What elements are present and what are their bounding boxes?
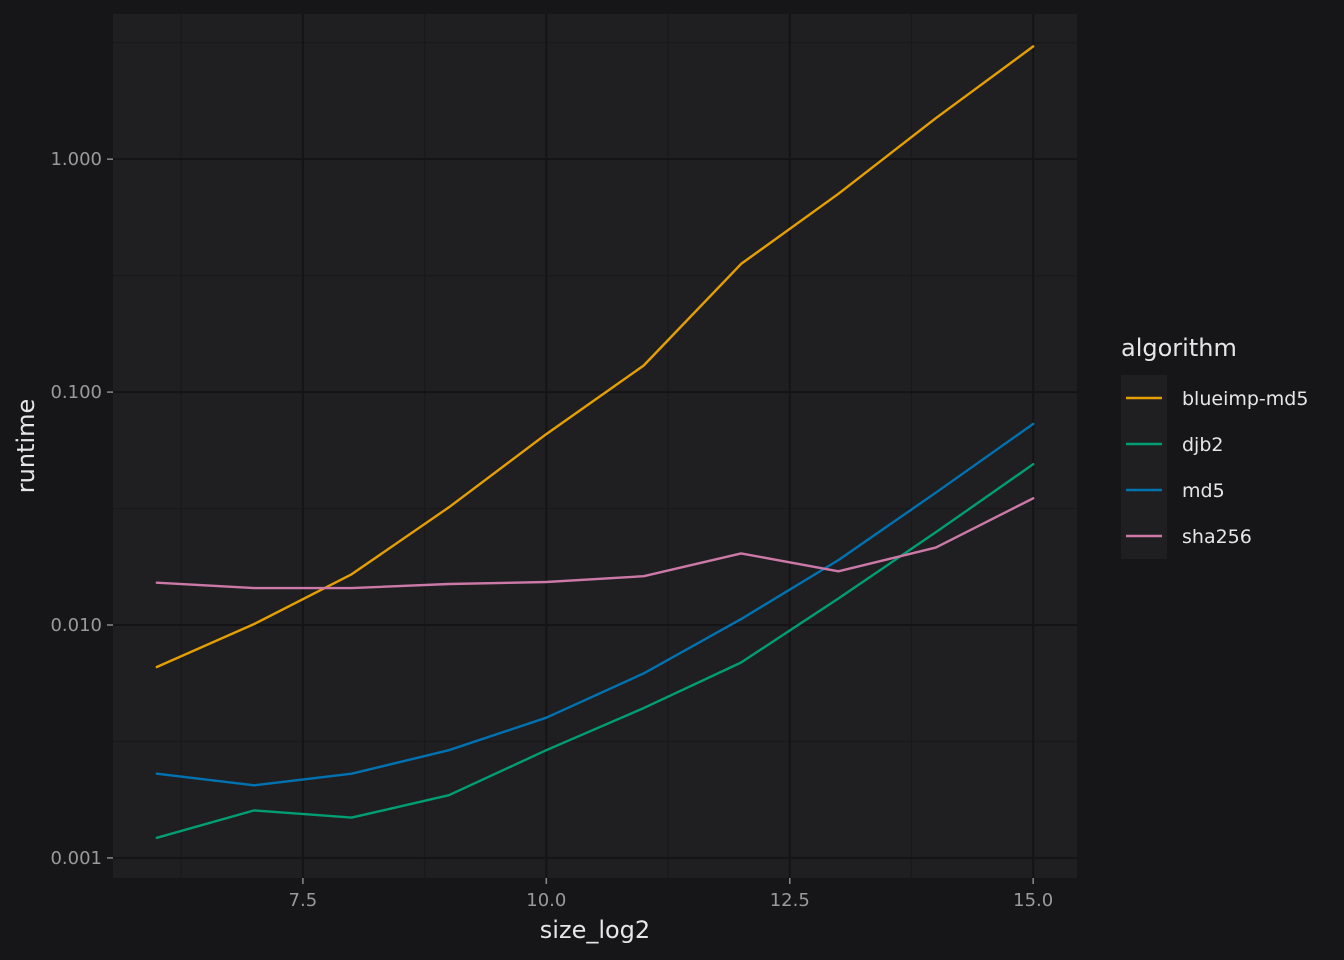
legend-label-md5: md5 [1182, 480, 1225, 502]
y-tick-labels: 0.001 0.010 0.100 1.000 [50, 149, 102, 869]
legend-label-sha256: sha256 [1182, 526, 1252, 548]
legend-item-blueimp-md5: blueimp-md5 [1126, 388, 1308, 410]
axis-ticks [107, 158, 1034, 884]
x-tick-label: 10.0 [526, 890, 566, 911]
legend: algorithm blueimp-md5 djb2 md5 sha256 [1121, 334, 1308, 559]
grid-major [113, 14, 1077, 878]
legend-item-djb2: djb2 [1126, 434, 1224, 456]
series-line-djb2 [155, 463, 1035, 839]
y-axis-title: runtime [12, 399, 40, 494]
legend-label-blueimp-md5: blueimp-md5 [1182, 388, 1308, 410]
y-tick-label: 1.000 [50, 149, 102, 170]
legend-items: blueimp-md5 djb2 md5 sha256 [1126, 388, 1308, 548]
series-line-sha256 [155, 497, 1035, 590]
x-tick-label: 7.5 [289, 890, 318, 911]
legend-keys-background [1121, 375, 1167, 559]
legend-item-sha256: sha256 [1126, 526, 1252, 548]
x-tick-label: 15.0 [1013, 890, 1053, 911]
y-tick-label: 0.001 [50, 848, 102, 869]
series-line-blueimp-md5 [155, 45, 1035, 669]
series-line-md5 [155, 422, 1035, 787]
legend-title: algorithm [1121, 334, 1237, 362]
legend-item-md5: md5 [1126, 480, 1225, 502]
series-lines [155, 45, 1035, 839]
x-tick-label: 12.5 [770, 890, 810, 911]
grid-minor [113, 14, 1077, 878]
x-axis-title: size_log2 [540, 916, 650, 944]
x-tick-labels: 7.5 10.0 12.5 15.0 [289, 890, 1054, 911]
legend-label-djb2: djb2 [1182, 434, 1224, 456]
y-tick-label: 0.100 [50, 382, 102, 403]
y-tick-label: 0.010 [50, 615, 102, 636]
plot-panel [113, 14, 1077, 878]
